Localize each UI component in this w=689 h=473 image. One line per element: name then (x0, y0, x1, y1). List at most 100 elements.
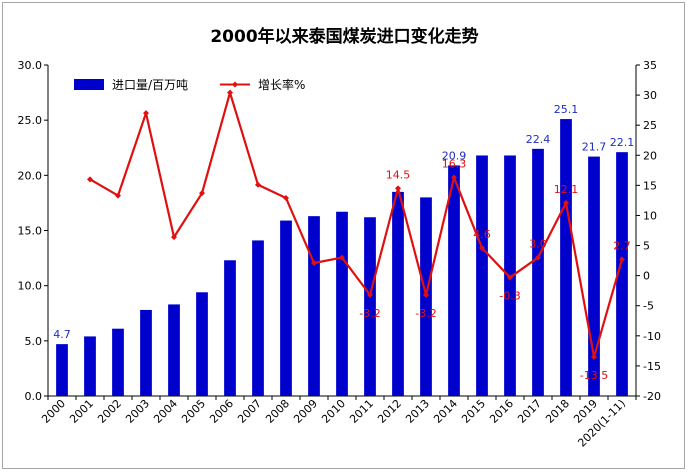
line-value-label: 16.3 (442, 158, 467, 171)
growth-line-point (227, 89, 233, 96)
left-tick-label: 5.0 (25, 335, 43, 348)
bar (336, 211, 348, 396)
right-tick-label: 5 (643, 240, 650, 253)
bar-value-label: 20.9 (442, 149, 467, 162)
growth-line-point (87, 176, 93, 183)
line-value-label: 4.6 (473, 228, 491, 241)
right-tick-label: -5 (643, 300, 654, 313)
growth-line-point (591, 353, 597, 360)
x-tick-label: 2010 (319, 397, 348, 426)
left-tick-label: 20.0 (18, 169, 43, 182)
left-tick-label: 25.0 (18, 114, 43, 127)
left-tick-label: 10.0 (18, 280, 43, 293)
x-tick-label: 2018 (543, 397, 572, 426)
x-tick-label: 2004 (151, 397, 180, 426)
bar (448, 165, 460, 396)
growth-line-point (339, 254, 345, 261)
right-tick-label: 20 (643, 149, 657, 162)
bar (84, 336, 96, 396)
bar-value-label: 25.1 (554, 103, 579, 116)
bar (616, 152, 628, 396)
x-tick-label: 2003 (123, 397, 152, 426)
x-tick-label: 2008 (263, 397, 292, 426)
x-tick-label: 2011 (347, 397, 376, 426)
growth-line-point (507, 274, 513, 281)
left-tick-label: 15.0 (18, 225, 43, 238)
right-tick-label: 15 (643, 179, 657, 192)
x-tick-label: 2001 (67, 397, 96, 426)
line-value-label: -13.5 (580, 369, 608, 382)
line-value-label: -3.2 (359, 307, 380, 320)
growth-line-point (115, 192, 121, 199)
bar-value-label: 22.1 (610, 136, 635, 149)
growth-line-point (395, 185, 401, 192)
left-tick-label: 30.0 (18, 59, 43, 72)
growth-line-point (479, 244, 485, 251)
x-tick-label: 2007 (235, 397, 264, 426)
growth-line-point (311, 259, 317, 266)
growth-line (87, 89, 625, 360)
right-tick-label: 10 (643, 209, 657, 222)
bar (532, 148, 544, 396)
x-tick-label: 2015 (459, 397, 488, 426)
growth-line-point (255, 181, 261, 188)
growth-line-point (199, 190, 205, 197)
bar (476, 155, 488, 396)
legend-line-marker (232, 81, 238, 88)
bar (252, 240, 264, 396)
legend-bar-swatch (74, 79, 104, 90)
line-value-label: -0.3 (499, 289, 520, 302)
bar (560, 119, 572, 397)
bar (308, 216, 320, 396)
bar-value-label: 21.7 (582, 141, 607, 154)
x-tick-label: 2002 (95, 397, 124, 426)
x-tick-label: 2016 (487, 397, 516, 426)
x-tick-label: 2017 (515, 397, 544, 426)
left-tick-label: 0.0 (25, 390, 43, 403)
legend-line-label: 增长率% (258, 77, 305, 92)
bar (140, 309, 152, 396)
x-tick-label: 2012 (375, 397, 404, 426)
right-tick-label: 0 (643, 270, 650, 283)
bar (196, 292, 208, 396)
data-labels: 4.7 20.9 22.4 25.1 21.7 22.1 -3.2 14.5 -3.2 16.3 4… (53, 103, 634, 382)
line-value-label: 12.1 (554, 183, 579, 196)
bar (168, 304, 180, 396)
bar (588, 156, 600, 396)
bar (112, 328, 124, 396)
right-tick-label: 35 (643, 59, 657, 72)
growth-line-point (451, 174, 457, 181)
line-value-label: -3.2 (415, 307, 436, 320)
x-tick-label: 2013 (403, 397, 432, 426)
bar (224, 260, 236, 396)
right-tick-label: -10 (643, 330, 661, 343)
bar (280, 220, 292, 396)
bar (364, 217, 376, 396)
growth-line-path (89, 91, 624, 358)
line-value-label: 14.5 (386, 168, 411, 181)
chart-title: 2000年以来泰国煤炭进口变化走势 (210, 26, 478, 47)
line-value-label: 2.7 (613, 239, 631, 252)
line-value-label: 3.0 (529, 238, 547, 251)
growth-line-point (619, 256, 625, 263)
bar-value-label: 22.4 (526, 133, 551, 146)
growth-line-point (563, 199, 569, 206)
right-tick-label: 25 (643, 119, 657, 132)
x-tick-label: 2006 (207, 397, 236, 426)
x-tick-label: 2014 (431, 397, 460, 426)
legend-bar-label: 进口量/百万吨 (112, 78, 188, 92)
growth-line-point (535, 254, 541, 261)
legend: 进口量/百万吨 增长率% (74, 77, 305, 92)
x-tick-label: 2005 (179, 397, 208, 426)
x-tick-label: 2009 (291, 397, 320, 426)
right-tick-label: 30 (643, 89, 657, 102)
bar (392, 191, 404, 396)
growth-line-point (283, 195, 289, 202)
growth-line-point (367, 291, 373, 298)
right-tick-label: -20 (643, 390, 661, 403)
growth-line-point (171, 234, 177, 241)
bar-value-label: 4.7 (53, 328, 71, 341)
growth-line-point (423, 291, 429, 298)
growth-line-point (143, 110, 149, 117)
